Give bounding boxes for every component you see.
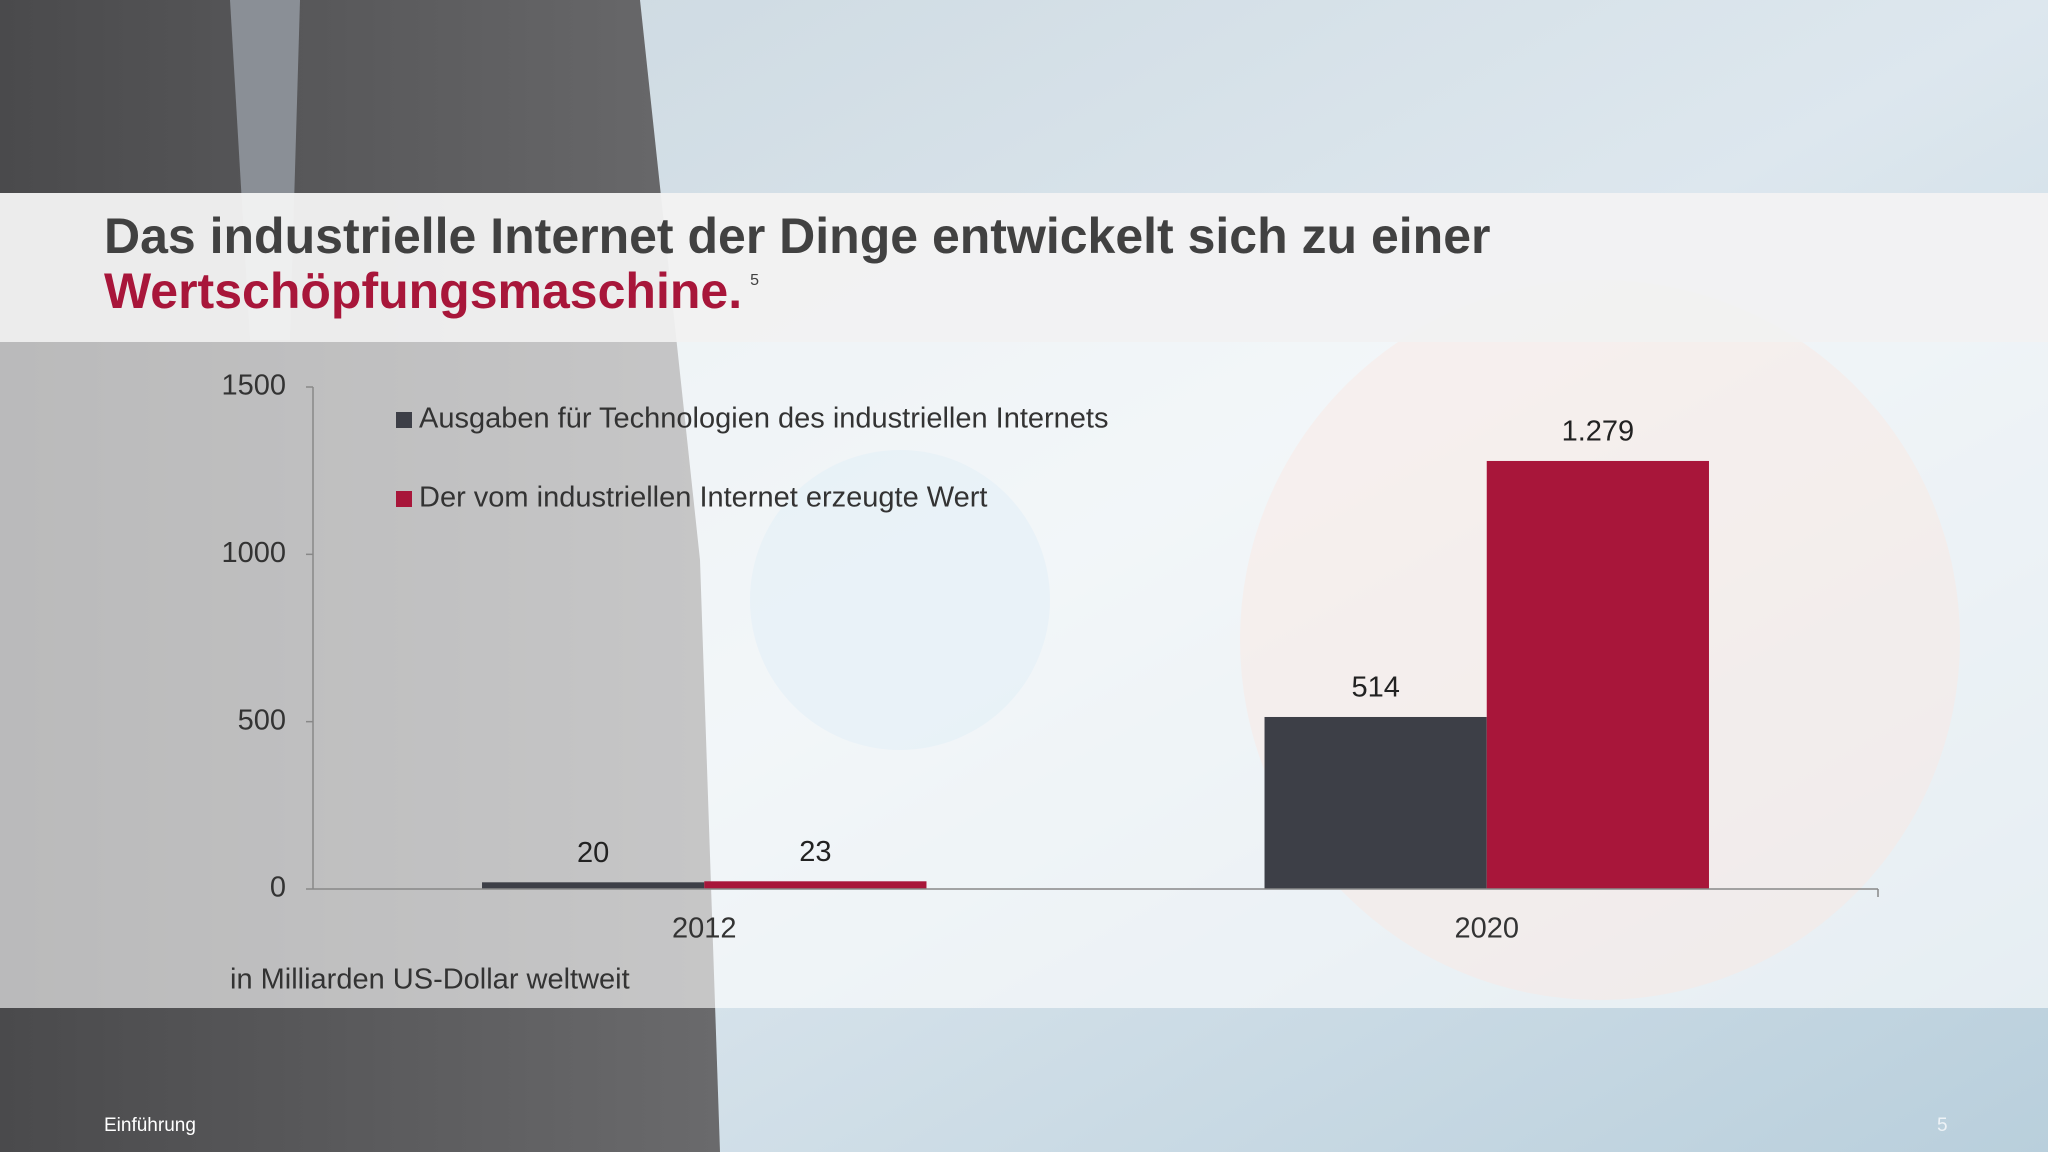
x-tick-label: 2012 bbox=[672, 913, 737, 945]
title-band bbox=[0, 193, 2048, 342]
data-label: 514 bbox=[1351, 672, 1399, 704]
data-label: 23 bbox=[799, 836, 831, 868]
page-number: 5 bbox=[1937, 1115, 1948, 1136]
chart-panel bbox=[0, 342, 2048, 1008]
bar bbox=[704, 881, 927, 889]
footer-section: Einführung bbox=[104, 1115, 196, 1136]
legend-label: Ausgaben für Technologien des industriel… bbox=[419, 403, 1109, 435]
data-label: 20 bbox=[577, 837, 609, 869]
title-highlight: Wertschöpfungsmaschine. 5 bbox=[104, 263, 759, 319]
legend-label: Der vom industriellen Internet erzeugte … bbox=[419, 482, 987, 514]
title-highlight-text: Wertschöpfungsmaschine. bbox=[104, 263, 742, 319]
y-tick-label: 500 bbox=[238, 704, 286, 736]
y-tick-label: 1000 bbox=[221, 537, 286, 569]
legend-swatch bbox=[396, 491, 412, 507]
bar bbox=[482, 882, 705, 889]
bar bbox=[1486, 460, 1709, 889]
y-tick-label: 0 bbox=[270, 872, 286, 904]
legend-swatch bbox=[396, 412, 412, 428]
unit-note: in Milliarden US-Dollar weltweit bbox=[230, 964, 630, 996]
chart-title: Das industrielle Internet der Dinge entw… bbox=[104, 208, 1490, 264]
x-tick-label: 2020 bbox=[1454, 913, 1519, 945]
y-tick-label: 1500 bbox=[221, 370, 286, 402]
footnote-ref: 5 bbox=[750, 272, 759, 289]
data-label: 1.279 bbox=[1562, 416, 1635, 448]
bar bbox=[1264, 716, 1487, 889]
